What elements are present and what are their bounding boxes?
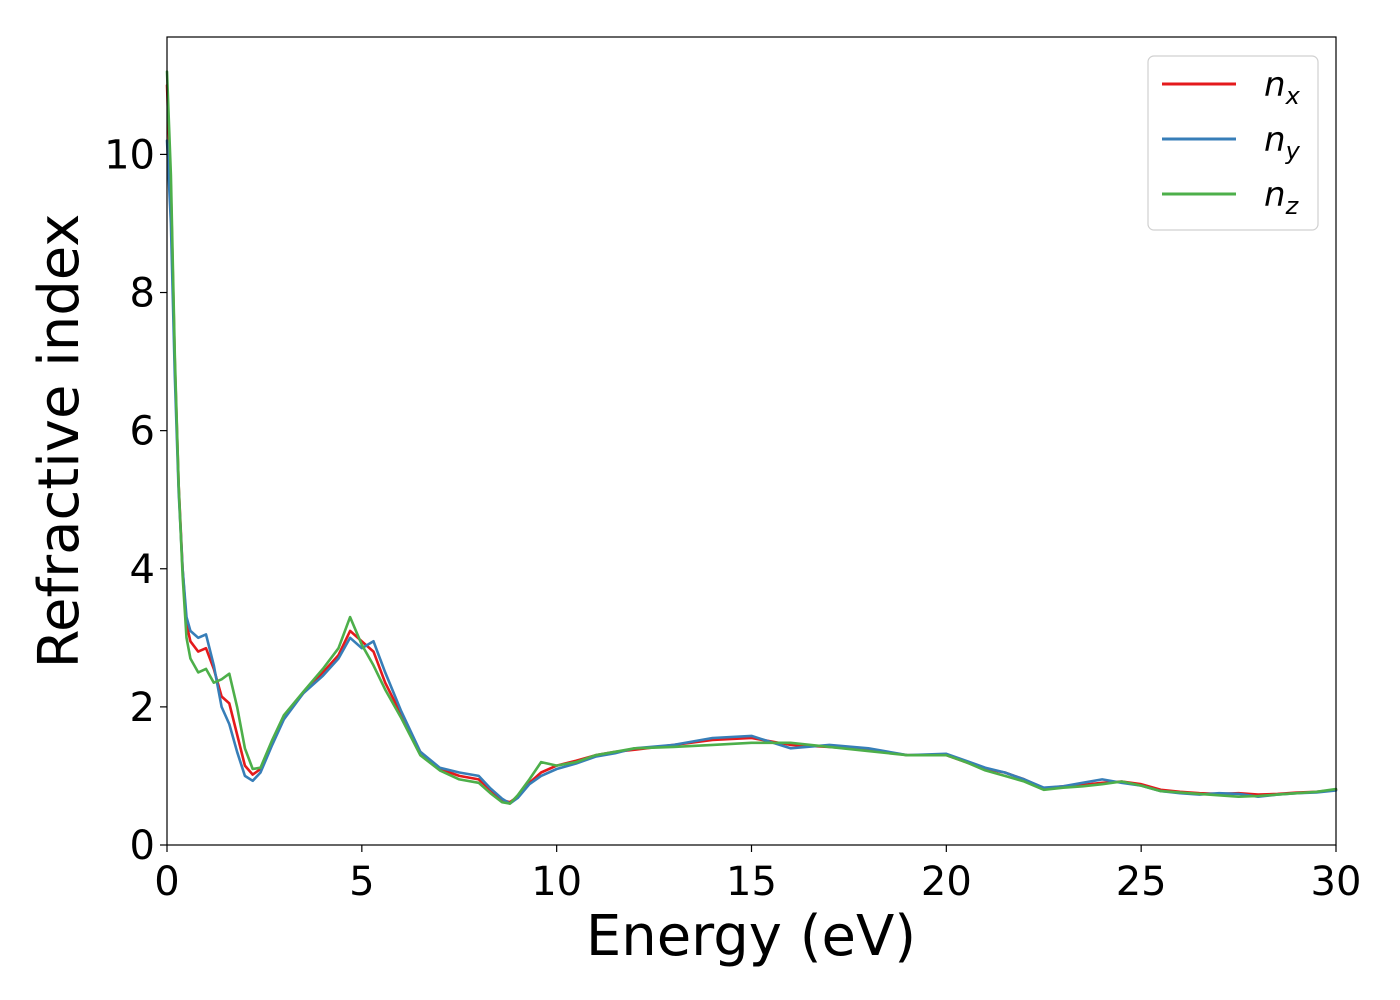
x-tick-label: 15 [726,859,777,905]
x-axis-label: Energy (eV) [586,904,916,969]
series-layer [165,70,1338,805]
y-tick-label: 6 [130,409,155,455]
y-tick-label: 8 [130,271,155,317]
y-tick-label: 4 [130,547,155,593]
y-axis-label: Refractive index [27,214,92,669]
x-tick-label: 10 [531,859,582,905]
x-tick-label: 30 [1311,859,1362,905]
x-tick-label: 5 [349,859,374,905]
x-tick-label: 20 [921,859,972,905]
x-tick-label: 25 [1116,859,1167,905]
y-tick-label: 0 [130,823,155,869]
y-tick-label: 2 [130,685,155,731]
x-axis-ticks: 0 5 10 15 20 25 30 [154,845,1361,905]
legend-frame [1147,55,1319,231]
series-line-nz [165,70,1338,805]
x-tick-label: 0 [154,859,179,905]
y-tick-label: 10 [104,132,155,178]
y-axis-ticks: 0 2 4 6 8 10 [104,132,167,869]
